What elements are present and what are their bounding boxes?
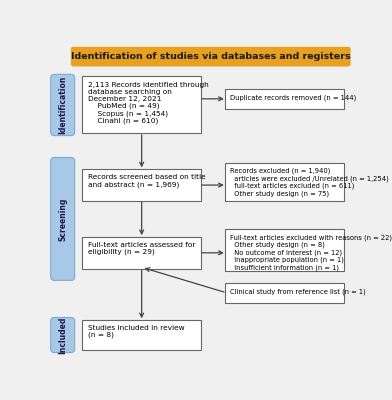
FancyBboxPatch shape xyxy=(51,158,74,280)
FancyBboxPatch shape xyxy=(225,229,344,270)
FancyBboxPatch shape xyxy=(71,47,351,66)
FancyBboxPatch shape xyxy=(51,74,74,136)
Text: Identification: Identification xyxy=(58,76,67,134)
FancyBboxPatch shape xyxy=(225,163,344,201)
Text: Full-text articles assessed for
eligibility (n = 29): Full-text articles assessed for eligibil… xyxy=(89,242,196,255)
Text: Clinical study from reference list (n = 1): Clinical study from reference list (n = … xyxy=(230,288,366,294)
FancyBboxPatch shape xyxy=(225,89,344,109)
Text: Identification of studies via databases and registers: Identification of studies via databases … xyxy=(71,52,350,61)
Text: Studies included in review
(n = 8): Studies included in review (n = 8) xyxy=(89,325,185,338)
FancyBboxPatch shape xyxy=(225,283,344,303)
FancyBboxPatch shape xyxy=(82,76,201,134)
Text: Full-text articles excluded with reasons (n = 22):
  Other study design (n = 8)
: Full-text articles excluded with reasons… xyxy=(230,234,392,271)
FancyBboxPatch shape xyxy=(82,237,201,269)
Text: Duplicate records removed (n = 144): Duplicate records removed (n = 144) xyxy=(230,94,357,100)
Text: 2,113 Records identified through
database searching on
December 12, 2021
    Pub: 2,113 Records identified through databas… xyxy=(89,82,209,124)
FancyBboxPatch shape xyxy=(82,169,201,201)
Text: Records screened based on title
and abstract (n = 1,969): Records screened based on title and abst… xyxy=(89,174,206,188)
Text: Records excluded (n = 1,940)
  articles were excluded /Unrelated (n = 1,254)
  f: Records excluded (n = 1,940) articles we… xyxy=(230,168,389,197)
FancyBboxPatch shape xyxy=(82,320,201,350)
FancyBboxPatch shape xyxy=(51,318,74,353)
Text: Screening: Screening xyxy=(58,197,67,241)
Text: Included: Included xyxy=(58,316,67,354)
